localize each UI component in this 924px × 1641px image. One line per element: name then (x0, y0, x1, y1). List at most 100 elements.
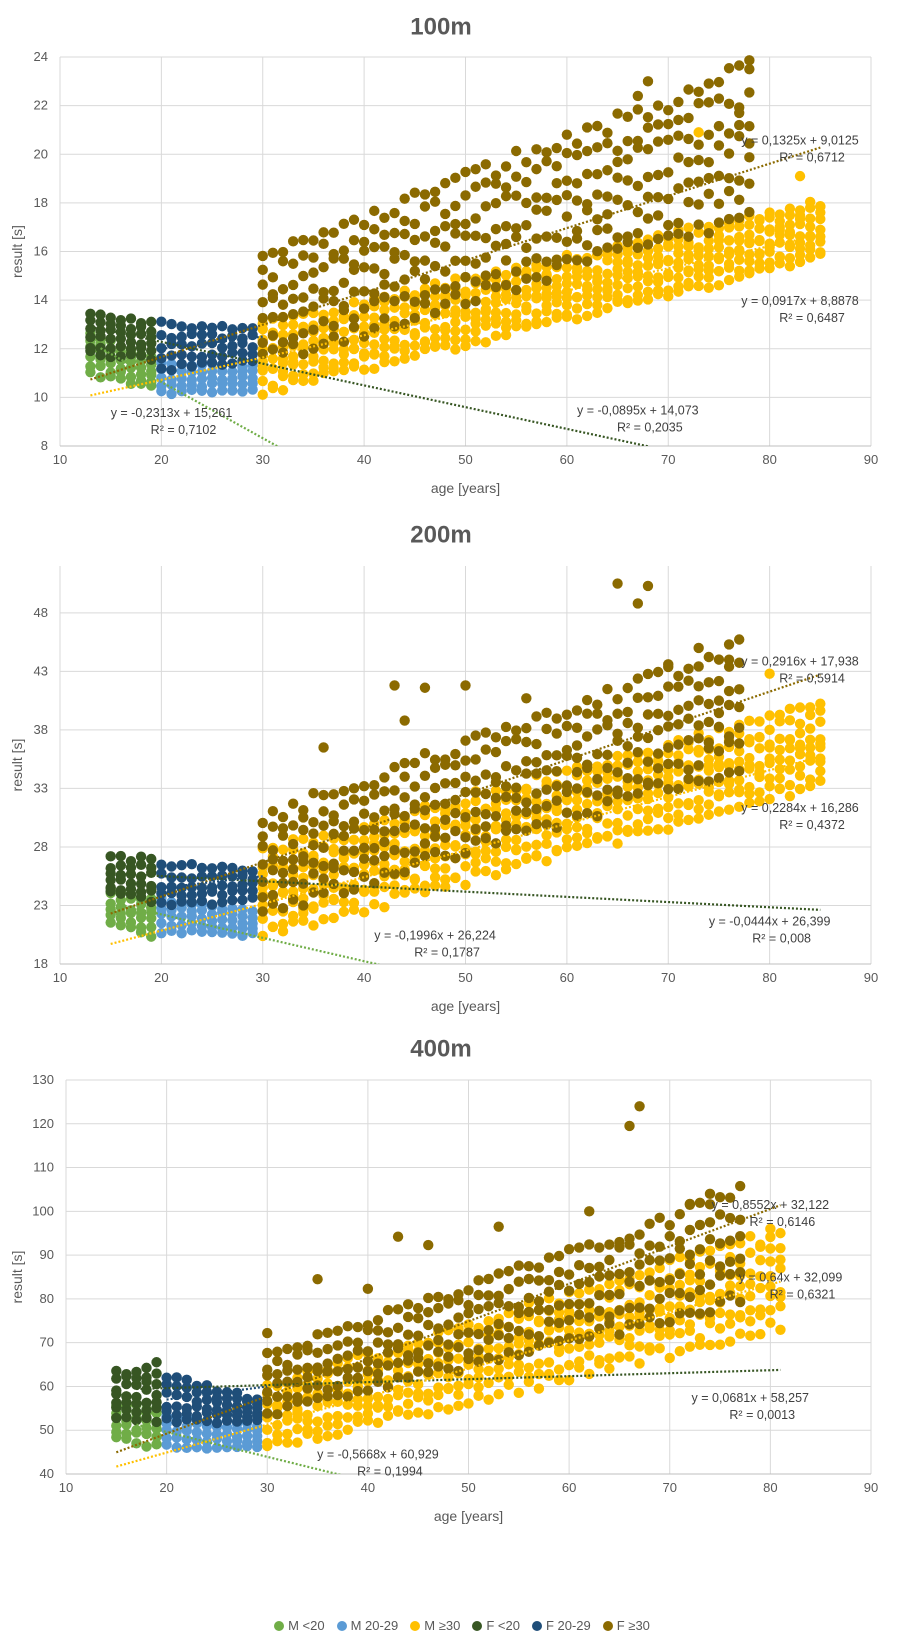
data-point (490, 785, 502, 796)
data-point (703, 227, 714, 239)
data-point (369, 855, 380, 866)
data-point (115, 920, 127, 931)
data-point (257, 906, 268, 917)
data-point (723, 185, 735, 197)
trendline-equation: y = -0,5668x + 60,929 (317, 1448, 439, 1462)
data-point (217, 897, 228, 908)
data-point (196, 351, 208, 363)
data-point (765, 1223, 776, 1235)
data-point (510, 792, 522, 804)
data-point (500, 820, 512, 831)
data-point (125, 917, 137, 928)
data-point (693, 760, 704, 771)
data-point (602, 302, 613, 314)
data-point (257, 831, 268, 842)
data-point (652, 708, 664, 720)
data-point (723, 639, 735, 650)
data-point (419, 850, 431, 862)
data-point (312, 1400, 323, 1412)
data-point (389, 888, 400, 900)
data-point (348, 214, 360, 225)
trendline-m-lt20 (100, 347, 279, 446)
data-point (419, 805, 431, 816)
data-point (563, 1325, 575, 1336)
data-point (632, 673, 644, 684)
data-point (683, 133, 694, 145)
y-axis-label: result [s] (9, 739, 25, 792)
data-point (156, 917, 167, 929)
data-point (450, 281, 461, 292)
data-point (521, 722, 532, 734)
data-point (241, 1393, 253, 1405)
data-point (592, 307, 603, 319)
data-point (744, 63, 755, 75)
data-point (784, 715, 796, 726)
data-point (429, 237, 441, 249)
data-point (372, 1337, 384, 1348)
data-point (673, 272, 684, 283)
y-tick-label: 22 (34, 98, 48, 113)
data-point (287, 820, 299, 831)
data-point (328, 358, 339, 369)
data-point (673, 766, 684, 777)
data-point (450, 825, 461, 837)
data-point (257, 817, 268, 829)
data-point (784, 253, 796, 264)
data-point (379, 292, 390, 303)
data-point (764, 668, 775, 679)
data-point (581, 145, 593, 157)
data-point (141, 1405, 152, 1416)
legend-marker-icon (274, 1621, 285, 1631)
data-point (166, 881, 177, 893)
data-point (581, 787, 593, 798)
data-point (723, 274, 735, 286)
data-point (622, 750, 633, 761)
data-point (227, 366, 238, 377)
data-point (664, 1301, 675, 1312)
data-point (247, 885, 258, 897)
y-tick-label: 120 (32, 1116, 54, 1131)
data-point (592, 272, 603, 283)
data-point (693, 139, 704, 150)
data-point (694, 1261, 706, 1273)
data-point (713, 721, 725, 733)
data-point (379, 772, 390, 783)
data-point (358, 348, 370, 359)
data-point (348, 321, 360, 333)
data-point (541, 855, 552, 867)
data-point (191, 1380, 203, 1392)
trendline-equation: y = 0,1325x + 9,0125 (741, 134, 859, 148)
data-point (693, 127, 704, 138)
data-point (237, 322, 248, 334)
data-point (734, 1238, 746, 1249)
data-point (227, 862, 238, 874)
data-point (624, 1266, 635, 1278)
data-point (604, 1278, 615, 1290)
data-point (287, 258, 299, 269)
data-point (634, 1280, 645, 1292)
data-point (642, 239, 654, 250)
y-tick-label: 43 (34, 663, 48, 678)
data-point (480, 296, 491, 308)
data-point (312, 1392, 323, 1404)
data-point (614, 1268, 625, 1280)
data-point (703, 129, 714, 141)
data-point (298, 306, 309, 317)
data-point (693, 219, 704, 230)
data-point (429, 186, 441, 198)
data-point (379, 867, 390, 878)
data-point (389, 207, 400, 219)
data-point (267, 272, 279, 283)
data-point (521, 176, 532, 188)
data-point (419, 255, 431, 266)
data-point (581, 807, 593, 819)
data-point (318, 820, 329, 831)
data-point (217, 342, 228, 353)
data-point (765, 1271, 776, 1282)
data-point (282, 1428, 293, 1440)
data-point (372, 1391, 384, 1403)
data-point (267, 289, 279, 300)
x-tick-label: 70 (661, 970, 675, 985)
data-point (573, 1288, 585, 1299)
data-point (493, 1343, 504, 1354)
